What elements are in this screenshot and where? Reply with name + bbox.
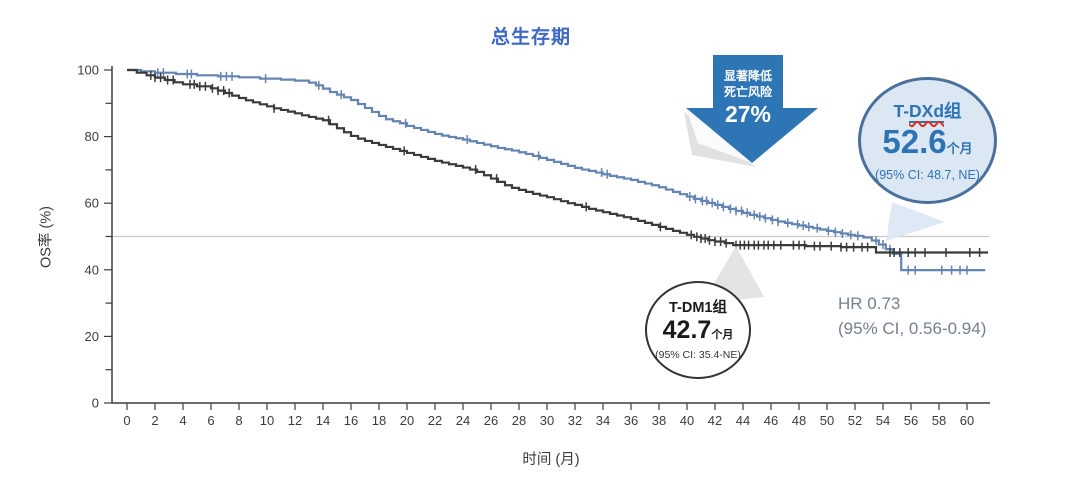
down-arrow-icon: [684, 55, 818, 167]
tdxd-median-ci: (95% CI: 48.7, NE): [875, 167, 980, 182]
risk-arrow-line1: 显著降低: [723, 69, 772, 83]
survival-curve-t-dm1: [127, 68, 988, 254]
y-axis: 0 20 40 60 80 100: [77, 63, 113, 411]
svg-text:14: 14: [316, 413, 330, 428]
svg-text:40: 40: [680, 413, 694, 428]
svg-text:6: 6: [207, 413, 214, 428]
svg-text:20: 20: [400, 413, 414, 428]
svg-text:28: 28: [512, 413, 526, 428]
svg-text:0: 0: [92, 396, 99, 411]
tdm1-median-ci: (95% CI: 35.4-NE): [655, 348, 741, 361]
svg-text:30: 30: [540, 413, 554, 428]
svg-text:56: 56: [904, 413, 918, 428]
svg-text:34: 34: [596, 413, 610, 428]
svg-text:22: 22: [428, 413, 442, 428]
svg-text:40: 40: [85, 262, 99, 277]
svg-text:0: 0: [123, 413, 130, 428]
tdxd-underlined-text: DXd: [909, 100, 945, 123]
svg-text:24: 24: [456, 413, 470, 428]
hr-value: HR 0.73: [838, 294, 901, 313]
svg-text:18: 18: [372, 413, 386, 428]
svg-text:54: 54: [876, 413, 890, 428]
risk-arrow-value: 27%: [724, 101, 772, 127]
svg-text:2: 2: [151, 413, 158, 428]
chart-title: 总生存期: [490, 27, 571, 48]
tdxd-callout-triangle: [886, 202, 945, 241]
tdm1-badge-title: T-DM1组: [669, 299, 727, 316]
risk-reduction-text: 显著降低 死亡风险 27%: [688, 50, 808, 128]
svg-text:8: 8: [235, 413, 242, 428]
risk-arrow-line2: 死亡风险: [723, 84, 772, 99]
svg-text:12: 12: [288, 413, 302, 428]
svg-text:52: 52: [848, 413, 862, 428]
tdm1-median-value: 42.7个月: [662, 315, 734, 344]
series-t-dm1: [127, 68, 988, 257]
tdxd-median-value: 52.6个月: [882, 122, 973, 160]
svg-text:100: 100: [77, 63, 99, 78]
hr-ci: (95% CI, 0.56-0.94): [838, 319, 987, 338]
risk-reduction-arrow: 显著降低 死亡风险 27%: [678, 50, 826, 198]
svg-text:10: 10: [260, 413, 274, 428]
svg-text:60: 60: [85, 196, 99, 211]
tdxd-badge-title: T-DXd组: [893, 100, 962, 123]
svg-text:32: 32: [568, 413, 582, 428]
svg-text:16: 16: [344, 413, 358, 428]
svg-text:38: 38: [652, 413, 666, 428]
x-axis-label: 时间 (月): [522, 452, 580, 468]
svg-text:46: 46: [764, 413, 778, 428]
svg-text:48: 48: [792, 413, 806, 428]
svg-text:58: 58: [932, 413, 946, 428]
svg-text:20: 20: [85, 329, 99, 344]
svg-text:26: 26: [484, 413, 498, 428]
svg-text:4: 4: [179, 413, 186, 428]
svg-text:80: 80: [85, 129, 99, 144]
tdm1-median-badge: T-DM1组 42.7个月 (95% CI: 35.4-NE): [645, 281, 751, 379]
survival-curve-t-dxd: [127, 68, 986, 272]
svg-text:60: 60: [960, 413, 974, 428]
x-axis: 0 2 4 6 8 10 12 14 16 18 20 22 24 26 28 30 32 34 36 38 40 42 4…: [112, 402, 990, 428]
y-axis-label: OS率 (%): [38, 205, 55, 269]
tdxd-median-badge: T-DXd组 52.6个月 (95% CI: 48.7, NE): [858, 77, 997, 204]
series-t-dxd: [127, 68, 986, 275]
svg-text:42: 42: [708, 413, 722, 428]
svg-text:36: 36: [624, 413, 638, 428]
svg-text:50: 50: [820, 413, 834, 428]
svg-text:44: 44: [736, 413, 750, 428]
hazard-ratio-note: HR 0.73 (95% CI, 0.56-0.94): [838, 291, 986, 341]
